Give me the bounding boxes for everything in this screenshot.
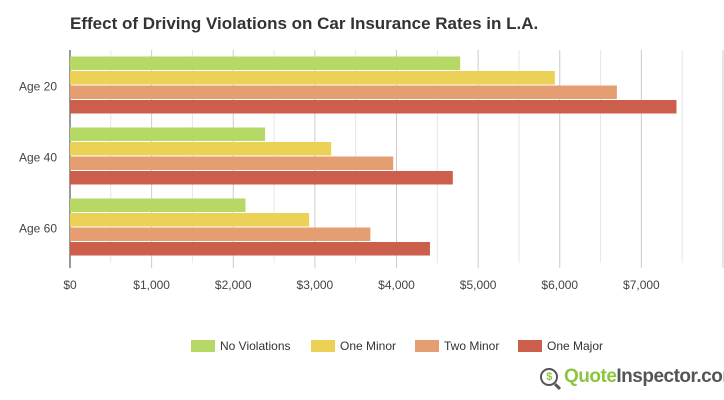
logo-text-inspector: Inspector.com [616, 366, 724, 387]
magnifier-dollar-icon: $ [540, 368, 558, 386]
legend-label: One Major [547, 339, 603, 353]
x-tick-label: $4,000 [378, 278, 415, 292]
bar-no-violations [70, 198, 246, 212]
bar-no-violations [70, 56, 461, 70]
x-tick-label: $7,000 [623, 278, 660, 292]
x-tick-label: $3,000 [297, 278, 334, 292]
chart-title: Effect of Driving Violations on Car Insu… [70, 14, 539, 33]
bar-two-minor [70, 85, 617, 99]
legend-swatch [191, 340, 215, 352]
x-tick-label: $2,000 [215, 278, 252, 292]
legend-label: Two Minor [444, 339, 499, 353]
bar-two-minor [70, 156, 394, 170]
legend-swatch [311, 340, 335, 352]
bar-one-major [70, 242, 430, 256]
legend-swatch [518, 340, 542, 352]
x-tick-label: $6,000 [541, 278, 578, 292]
legend-label: One Minor [340, 339, 396, 353]
y-tick-label: Age 40 [19, 151, 57, 165]
logo-text-quote: Quote [564, 366, 617, 387]
bar-two-minor [70, 227, 371, 241]
bar-no-violations [70, 127, 266, 141]
legend-swatch [415, 340, 439, 352]
x-tick-label: $1,000 [133, 278, 170, 292]
bar-one-minor [70, 142, 332, 156]
x-tick-label: $5,000 [460, 278, 497, 292]
bar-one-major [70, 100, 677, 114]
bar-one-minor [70, 213, 310, 227]
y-tick-label: Age 60 [19, 222, 57, 236]
legend-label: No Violations [220, 339, 291, 353]
bar-one-major [70, 171, 453, 185]
bar-one-minor [70, 71, 555, 85]
x-tick-label: $0 [63, 278, 77, 292]
y-tick-label: Age 20 [19, 80, 57, 94]
